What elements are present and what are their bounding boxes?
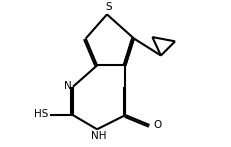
Text: O: O [153,120,161,130]
Text: HS: HS [34,109,49,119]
Text: NH: NH [91,131,106,141]
Text: N: N [64,81,72,91]
Text: S: S [105,2,112,12]
